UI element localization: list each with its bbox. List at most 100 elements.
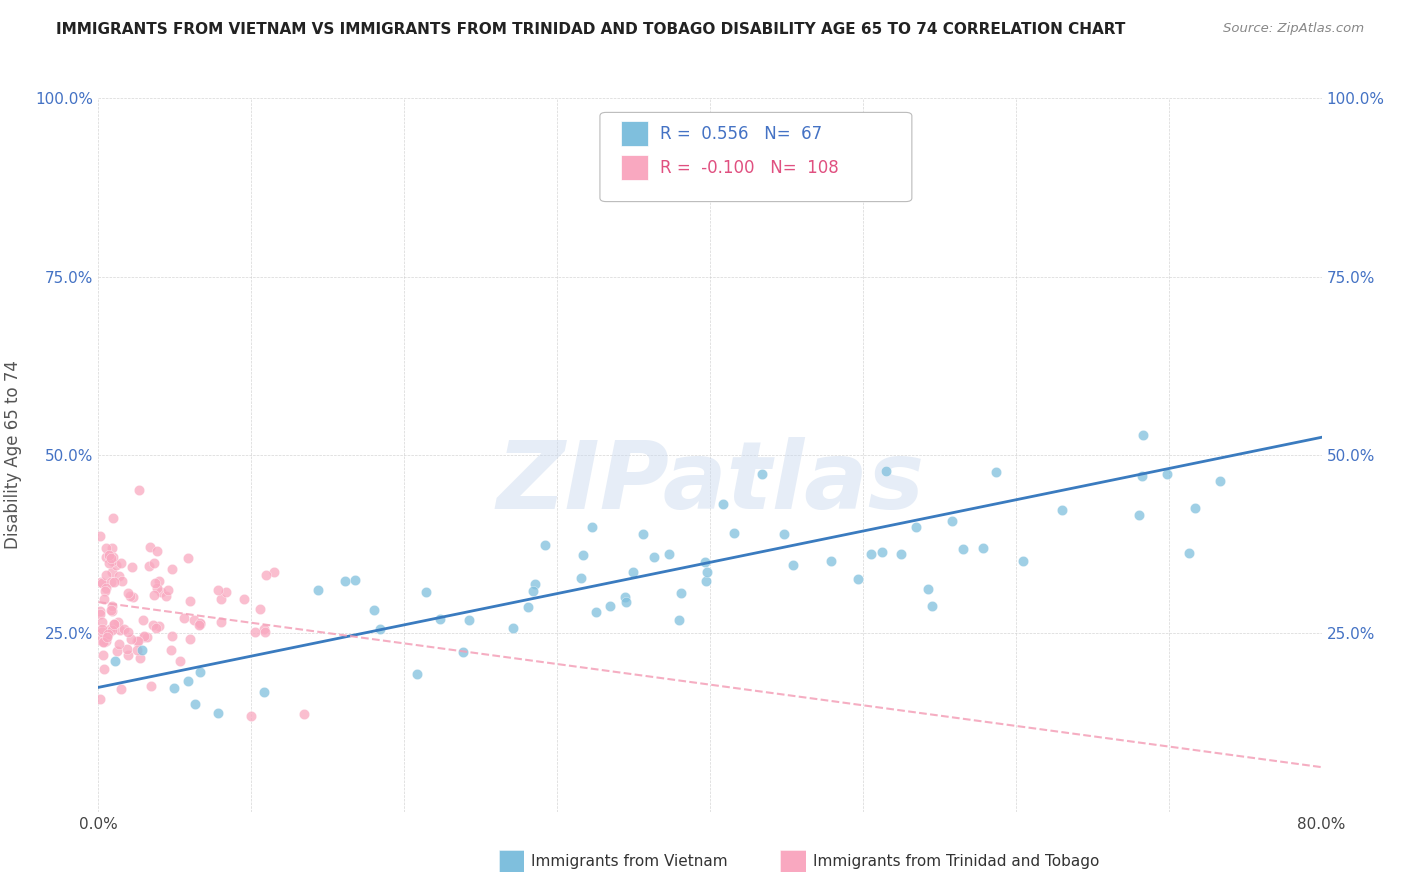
Point [101, 549, 124, 564]
Point [100, 551, 122, 566]
Point [524, 576, 547, 591]
Text: IMMIGRANTS FROM VIETNAM VS IMMIGRANTS FROM TRINIDAD AND TOBAGO DISABILITY AGE 65: IMMIGRANTS FROM VIETNAM VS IMMIGRANTS FR… [56, 22, 1126, 37]
Point [146, 544, 169, 558]
Point [1184, 500, 1206, 515]
Point [93, 662, 115, 676]
Point [98, 548, 121, 562]
Point [368, 622, 391, 636]
Point [117, 624, 139, 639]
Point [103, 616, 125, 631]
Point [93, 635, 115, 649]
Point [773, 526, 796, 541]
Point [921, 599, 943, 613]
Point [249, 601, 271, 615]
Point [142, 618, 165, 632]
Point [97, 549, 120, 563]
Point [145, 581, 167, 595]
Point [177, 550, 200, 565]
Point [121, 560, 143, 574]
Point [215, 585, 238, 599]
Point [89, 633, 111, 648]
Point [138, 558, 160, 573]
Point [188, 616, 211, 631]
Point [614, 590, 637, 604]
Point [1177, 546, 1199, 560]
Point [669, 586, 692, 600]
Point [127, 634, 149, 648]
Point [139, 540, 162, 554]
Point [254, 567, 277, 582]
Point [107, 637, 129, 651]
Point [90, 615, 112, 630]
Point [695, 555, 717, 569]
Point [128, 483, 150, 497]
Point [94, 549, 117, 564]
Point [150, 585, 173, 599]
Point [90, 625, 112, 640]
Bar [620, 121, 648, 146]
Point [581, 520, 603, 534]
Point [91, 635, 114, 649]
Point [941, 514, 963, 528]
Point [668, 613, 690, 627]
Point [209, 592, 232, 607]
Point [89, 692, 111, 706]
Point [188, 665, 211, 679]
Point [108, 623, 131, 637]
Point [307, 582, 329, 597]
Point [145, 622, 167, 636]
Point [177, 674, 200, 689]
Point [516, 600, 538, 615]
Point [631, 527, 654, 541]
Point [406, 667, 429, 681]
Point [160, 643, 183, 657]
Point [93, 592, 115, 607]
Point [621, 565, 644, 579]
Point [972, 541, 994, 555]
Point [103, 617, 125, 632]
Point [207, 582, 229, 597]
Point [335, 574, 357, 588]
Point [91, 576, 114, 591]
Point [643, 549, 665, 564]
Point [658, 547, 681, 561]
Point [179, 593, 201, 607]
Point [859, 548, 882, 562]
Point [173, 611, 195, 625]
Point [155, 590, 177, 604]
Point [723, 526, 745, 541]
Point [696, 566, 718, 580]
Point [131, 643, 153, 657]
Point [100, 602, 122, 616]
Point [751, 467, 773, 482]
Point [100, 599, 122, 613]
Point [110, 556, 132, 570]
Point [585, 605, 607, 619]
Point [134, 630, 156, 644]
Point [120, 632, 142, 647]
Point [1130, 468, 1153, 483]
Point [875, 464, 897, 478]
Point [112, 622, 135, 636]
Point [179, 632, 201, 647]
Point [91, 622, 114, 636]
Point [122, 591, 145, 605]
Point [101, 554, 124, 568]
Point [451, 645, 474, 659]
Point [89, 529, 111, 543]
Point [905, 520, 928, 534]
Point [209, 615, 232, 630]
Point [120, 589, 142, 603]
Point [239, 709, 262, 723]
Point [101, 510, 124, 524]
Point [100, 622, 122, 636]
Point [572, 548, 595, 562]
Point [1132, 428, 1154, 442]
Text: Immigrants from Vietnam: Immigrants from Vietnam [531, 855, 728, 869]
Point [917, 582, 939, 596]
Point [502, 621, 524, 635]
Point [188, 618, 211, 632]
Point [115, 641, 138, 656]
FancyBboxPatch shape [600, 112, 912, 202]
Point [96, 630, 118, 644]
